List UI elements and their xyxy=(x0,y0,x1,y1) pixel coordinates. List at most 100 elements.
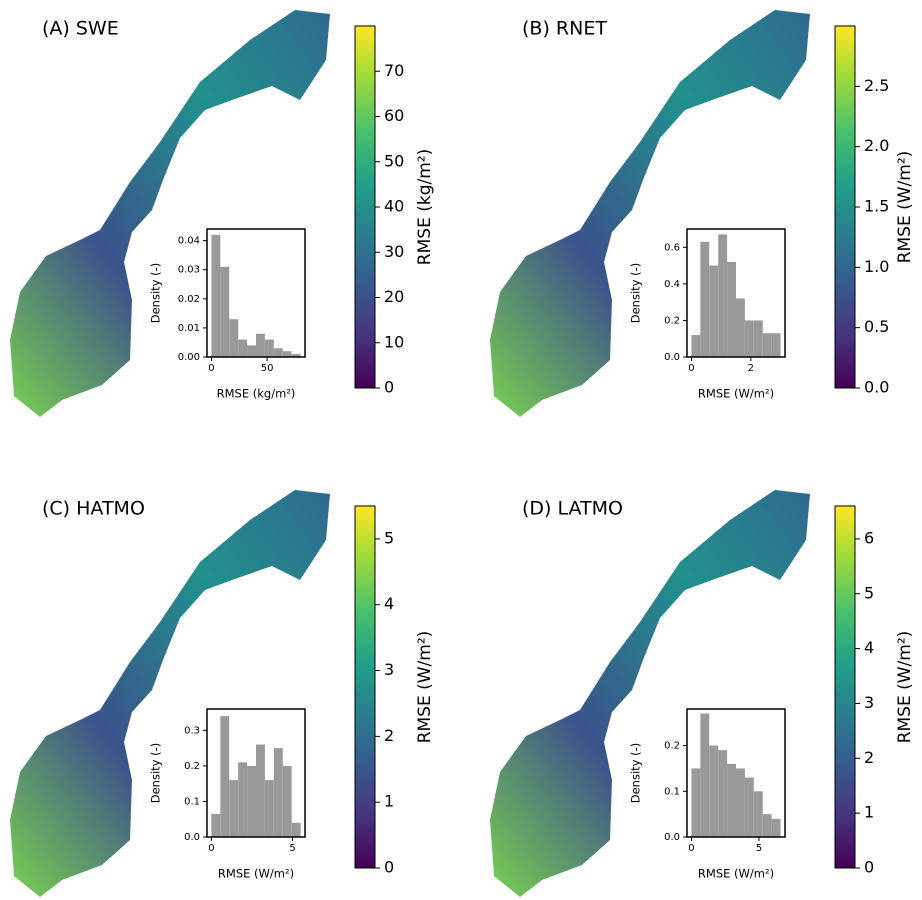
hist-bar xyxy=(220,266,230,357)
colorbar-tick-label: 0 xyxy=(384,378,394,397)
x-tick-label: 0 xyxy=(208,363,214,374)
x-tick-label: 0 xyxy=(688,363,694,374)
y-axis-label: Density (-) xyxy=(149,743,163,804)
panel-title: (A) SWE xyxy=(42,18,119,40)
hist-bar xyxy=(247,765,256,837)
colorbar-tick-label: 1.0 xyxy=(864,257,889,276)
colorbar-tick-label: 2 xyxy=(864,748,874,767)
hist-bar xyxy=(753,320,763,357)
colorbar-tick-label: 20 xyxy=(384,287,404,306)
inset-frame xyxy=(686,228,786,358)
colorbar-label: RMSE (W/m²) xyxy=(895,151,915,264)
colorbar-label: RMSE (kg/m²) xyxy=(415,149,435,265)
colorbar xyxy=(834,25,856,389)
colorbar-tick-label: 10 xyxy=(384,332,404,351)
colorbar-tick-label: 30 xyxy=(384,242,404,261)
y-tick-label: 0.1 xyxy=(664,786,680,797)
colorbar-tick-label: 0 xyxy=(384,858,394,877)
colorbar-label: RMSE (W/m²) xyxy=(415,631,435,744)
hist-bar xyxy=(700,713,710,837)
hist-bar xyxy=(744,777,754,837)
panel: (A) SWE 0 10 20 30 40 50 60 70 RMSE (kg/m²) 0 50 0.0… xyxy=(10,10,435,417)
x-tick-label: 0 xyxy=(208,843,214,854)
hist-bar xyxy=(762,333,772,357)
colorbar-tick-label: 0.5 xyxy=(864,317,889,336)
y-axis-label: Density (-) xyxy=(149,263,163,324)
colorbar-tick-label: 1 xyxy=(864,803,874,822)
hist-bar xyxy=(727,763,736,837)
hist-bar xyxy=(256,333,265,357)
y-axis-label: Density (-) xyxy=(629,263,643,324)
y-tick-label: 0.2 xyxy=(664,315,680,326)
hist-bar xyxy=(771,818,781,837)
hist-bar xyxy=(753,791,763,837)
hist-bar xyxy=(709,265,719,357)
hist-bar xyxy=(691,335,701,357)
x-tick-label: 0 xyxy=(688,843,694,854)
colorbar-tick-label: 0 xyxy=(864,858,874,877)
y-tick-label: 0.4 xyxy=(664,279,680,290)
hist-bar xyxy=(771,333,781,357)
y-tick-label: 0.2 xyxy=(184,761,200,772)
x-tick-label: 50 xyxy=(261,363,274,374)
hist-bar xyxy=(273,748,283,837)
x-axis-label: RMSE (W/m²) xyxy=(698,387,774,401)
x-axis-label: RMSE (W/m²) xyxy=(218,867,294,881)
hist-bar xyxy=(256,744,265,837)
colorbar-tick-label: 1.5 xyxy=(864,197,889,216)
hist-bar xyxy=(229,780,239,837)
y-tick-label: 0.6 xyxy=(664,242,680,253)
y-tick-label: 0.1 xyxy=(184,796,200,807)
hist-bar xyxy=(762,814,772,837)
panel: (C) HATMO 0 1 2 3 4 5 RMSE (W/m²) 0 5 0.0 0.1 0.2 0.3… xyxy=(10,490,435,897)
hist-bar xyxy=(264,780,274,837)
colorbar-tick-label: 5 xyxy=(864,583,874,602)
hist-bar xyxy=(736,298,745,357)
hist-bar xyxy=(229,319,239,357)
y-tick-label: 0.2 xyxy=(664,741,680,752)
y-tick-label: 0.0 xyxy=(664,832,680,843)
inset-frame xyxy=(206,228,306,358)
colorbar-tick-label: 4 xyxy=(864,638,874,657)
y-tick-label: 0.01 xyxy=(178,323,200,334)
inset-frame xyxy=(686,708,786,838)
y-tick-label: 0.02 xyxy=(178,294,200,305)
colorbar-tick-label: 2.5 xyxy=(864,76,889,95)
hist-bar xyxy=(247,345,256,357)
hist-bar xyxy=(718,750,728,837)
hist-bar xyxy=(211,234,221,357)
hist-bar xyxy=(211,813,221,837)
x-tick-label: 5 xyxy=(289,843,295,854)
y-tick-label: 0.0 xyxy=(184,832,200,843)
colorbar xyxy=(354,25,376,389)
hist-bar xyxy=(691,768,701,837)
hist-bar xyxy=(264,339,274,357)
colorbar-tick-label: 40 xyxy=(384,197,404,216)
hist-bar xyxy=(291,354,301,357)
colorbar-label: RMSE (W/m²) xyxy=(895,631,915,744)
colorbar-tick-label: 5 xyxy=(384,528,394,547)
colorbar-tick-label: 60 xyxy=(384,106,404,125)
hist-bar xyxy=(736,768,745,837)
panel-title: (D) LATMO xyxy=(522,498,623,520)
hist-bar xyxy=(700,241,710,357)
colorbar-tick-label: 4 xyxy=(384,594,394,613)
hist-bar xyxy=(238,762,248,837)
y-tick-label: 0.00 xyxy=(178,352,200,363)
panel-title: (C) HATMO xyxy=(42,498,145,520)
inset-frame xyxy=(206,708,306,838)
colorbar-tick-label: 70 xyxy=(384,61,404,80)
hist-bar xyxy=(291,822,301,837)
y-axis-label: Density (-) xyxy=(629,743,643,804)
hist-bar xyxy=(220,716,230,837)
colorbar xyxy=(354,505,376,869)
hist-bar xyxy=(718,234,728,357)
y-tick-label: 0.03 xyxy=(178,265,200,276)
x-tick-label: 5 xyxy=(756,843,762,854)
colorbar xyxy=(834,505,856,869)
hist-bar xyxy=(282,351,292,357)
hist-bar xyxy=(273,348,283,357)
colorbar-tick-label: 0.0 xyxy=(864,378,889,397)
colorbar-tick-label: 2.0 xyxy=(864,136,889,155)
